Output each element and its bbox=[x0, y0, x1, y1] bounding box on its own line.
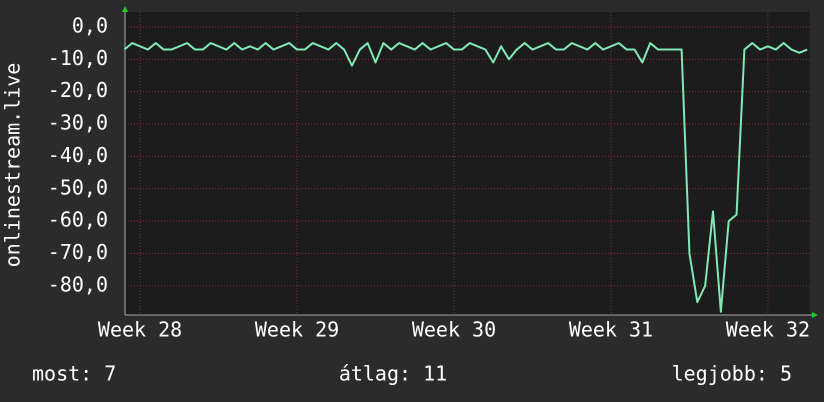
plot-area bbox=[125, 12, 810, 315]
x-axis-arrow bbox=[812, 312, 818, 318]
y-axis-arrow bbox=[122, 6, 128, 12]
marks bbox=[123, 42, 808, 313]
y-tick-label: -20,0 bbox=[48, 78, 108, 102]
y-tick-label: 0,0 bbox=[72, 13, 108, 37]
y-tick-label: -70,0 bbox=[48, 240, 108, 264]
y-tick-label: -50,0 bbox=[48, 175, 108, 199]
grid bbox=[125, 12, 810, 315]
footer-average: átlag: 11 bbox=[339, 362, 447, 386]
x-tick-label: Week 30 bbox=[412, 318, 496, 342]
footer-current: most: 7 bbox=[32, 362, 116, 386]
x-tick-label: Week 28 bbox=[98, 318, 182, 342]
y-tick-label: -40,0 bbox=[48, 143, 108, 167]
x-tick-label: Week 31 bbox=[569, 318, 653, 342]
labels: 0,0 -10,0 -20,0 -30,0 -40,0 -50,0 -60,0 -70,0 -8… bbox=[48, 13, 810, 341]
x-tick-label: Week 29 bbox=[255, 318, 339, 342]
y-axis-title: onlinestream.live bbox=[1, 63, 25, 268]
x-tick-label: Week 32 bbox=[726, 318, 810, 342]
y-tick-label: -10,0 bbox=[48, 46, 108, 70]
y-tick-label: -80,0 bbox=[48, 272, 108, 296]
footer-best: legjobb: 5 bbox=[672, 362, 792, 386]
y-tick-label: -60,0 bbox=[48, 208, 108, 232]
y-tick-label: -30,0 bbox=[48, 111, 108, 135]
line bbox=[123, 42, 808, 313]
